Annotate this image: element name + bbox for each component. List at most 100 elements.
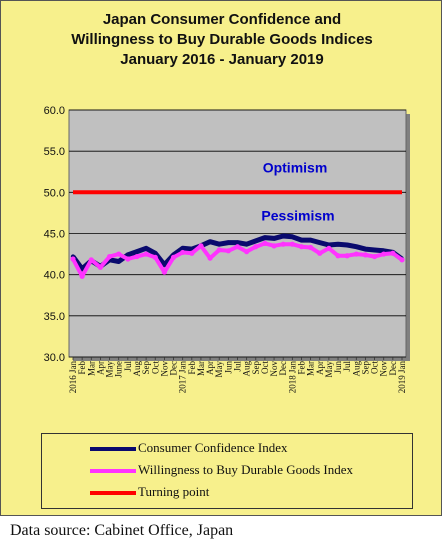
point-consumer-confidence (253, 238, 258, 244)
x-tick-label: Aug (351, 361, 361, 377)
point-willingness (399, 257, 405, 263)
point-willingness (189, 250, 195, 256)
y-tick-label: 55.0 (44, 146, 65, 158)
point-consumer-confidence (226, 240, 231, 245)
point-consumer-confidence (335, 242, 341, 247)
point-willingness (198, 243, 204, 249)
point-willingness (362, 252, 369, 258)
point-willingness (207, 255, 213, 261)
x-tick-label: 2016 Jan (68, 361, 78, 394)
point-consumer-confidence (299, 237, 304, 243)
chart-legend: Consumer Confidence Index Willingness to… (41, 433, 413, 509)
point-consumer-confidence (363, 246, 368, 252)
legend-item-turning-point: Turning point (42, 482, 412, 504)
x-tick-label: Oct (150, 361, 160, 374)
point-willingness (271, 243, 277, 249)
x-tick-label: May (324, 361, 334, 378)
point-willingness (97, 264, 104, 270)
y-tick-label: 35.0 (44, 311, 65, 323)
point-willingness (152, 254, 158, 260)
point-willingness (353, 251, 359, 257)
x-tick-label: Sep (251, 361, 261, 375)
point-willingness (326, 245, 332, 251)
x-tick-label: Dec (169, 361, 179, 376)
data-source-note: Data source: Cabinet Office, Japan (10, 522, 234, 539)
point-consumer-confidence (372, 247, 377, 253)
point-willingness (381, 251, 387, 257)
x-tick-label: Mar (86, 361, 96, 376)
x-tick-label: 2019 Jan (397, 361, 407, 394)
x-tick-label: Oct (260, 361, 270, 374)
x-tick-label: 2017 Jan (178, 361, 188, 394)
y-tick-label: 60.0 (44, 105, 65, 117)
legend-swatch-turning-point (90, 491, 136, 495)
point-willingness (317, 250, 323, 256)
legend-swatch-consumer-confidence (90, 447, 136, 451)
x-tick-label: June (114, 361, 124, 378)
point-willingness (125, 256, 131, 262)
legend-item-willingness: Willingness to Buy Durable Goods Index (42, 460, 412, 482)
x-tick-label: Feb (296, 361, 306, 375)
point-willingness (143, 251, 149, 257)
x-tick-label: Nov (379, 361, 389, 377)
x-tick-label: Jul (342, 361, 352, 372)
point-consumer-confidence (116, 259, 121, 264)
x-tick-label: Feb (77, 361, 87, 375)
point-willingness (134, 253, 140, 260)
point-willingness (234, 244, 241, 250)
point-willingness (180, 249, 186, 256)
x-tick-label: Jun (333, 361, 343, 374)
point-consumer-confidence (162, 262, 167, 267)
legend-label-turning-point: Turning point (138, 484, 210, 499)
x-tick-label: May (105, 361, 115, 378)
point-consumer-confidence (317, 240, 322, 245)
x-tick-label: Aug (242, 361, 252, 377)
x-tick-label: Sep (360, 361, 370, 375)
x-tick-label: Mar (196, 361, 206, 376)
x-tick-label: Feb (187, 361, 197, 375)
point-consumer-confidence (244, 242, 249, 247)
x-tick-label: Jun (223, 361, 233, 374)
x-tick-label: Nov (159, 361, 169, 377)
point-willingness (116, 251, 122, 257)
point-willingness (371, 253, 378, 260)
x-tick-label: Apr (315, 361, 325, 375)
x-tick-label: Nov (269, 361, 279, 377)
x-tick-label: Mar (306, 361, 316, 376)
point-willingness (106, 253, 113, 260)
point-willingness (161, 269, 167, 275)
y-tick-label: 45.0 (44, 229, 65, 241)
x-tick-label: May (214, 361, 224, 378)
point-consumer-confidence (308, 237, 313, 243)
y-tick-label: 30.0 (44, 352, 65, 364)
point-willingness (298, 244, 305, 250)
point-willingness (344, 253, 350, 259)
x-tick-label: Dec (388, 361, 398, 376)
chart-title-line-2: Willingness to Buy Durable Goods Indices (71, 31, 373, 48)
point-consumer-confidence (153, 251, 158, 256)
point-consumer-confidence (262, 235, 268, 240)
point-consumer-confidence (354, 244, 359, 249)
point-willingness (289, 241, 295, 247)
point-consumer-confidence (134, 249, 140, 254)
point-consumer-confidence (125, 252, 131, 258)
point-consumer-confidence (280, 233, 286, 239)
point-willingness (216, 247, 222, 253)
point-willingness (262, 240, 268, 246)
chart-frame: Japan Consumer Confidence and Willingnes… (0, 0, 442, 516)
point-consumer-confidence (290, 234, 295, 239)
chart-title-line-1: Japan Consumer Confidence and (102, 11, 342, 28)
point-willingness (308, 244, 314, 251)
legend-label-consumer-confidence: Consumer Confidence Index (138, 440, 288, 455)
point-consumer-confidence (143, 246, 149, 251)
point-willingness (79, 273, 85, 279)
x-tick-label: 2018 Jan (287, 361, 297, 394)
x-tick-label: Dec (278, 361, 288, 376)
point-willingness (170, 254, 177, 260)
point-willingness (244, 249, 250, 255)
annotation-pessimism: Pessimism (261, 207, 334, 223)
point-willingness (280, 241, 286, 247)
point-consumer-confidence (207, 239, 213, 244)
legend-item-consumer-confidence: Consumer Confidence Index (42, 438, 412, 460)
